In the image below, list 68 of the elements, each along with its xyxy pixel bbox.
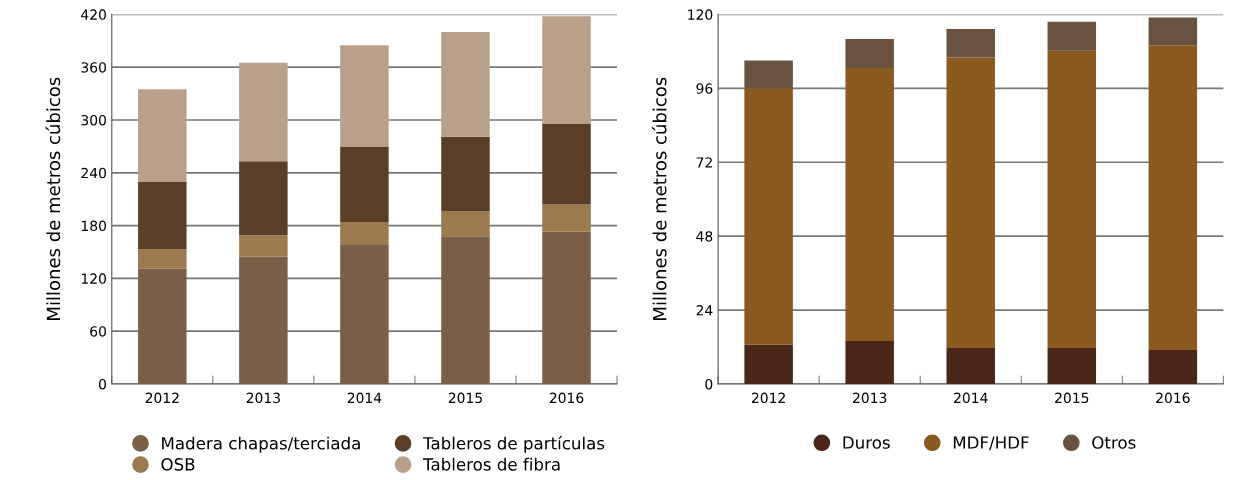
bar [340, 45, 389, 147]
x-tick-label: 2013 [853, 392, 887, 404]
bar [542, 16, 591, 124]
y-axis-title: Millones de metros cúbicos [651, 77, 667, 320]
bar [946, 347, 995, 384]
bar [138, 181, 187, 250]
bar [845, 340, 894, 384]
x-tick-label: 2012 [751, 392, 785, 404]
bar [138, 89, 187, 182]
y-tick-label: 120 [81, 273, 106, 284]
bar [1047, 347, 1097, 384]
y-tick-label: 420 [81, 9, 106, 20]
y-tick-label: 60 [90, 326, 106, 337]
bar [138, 268, 187, 384]
bar [1148, 45, 1198, 351]
y-tick-label: 0 [705, 378, 713, 390]
x-tick-label: 2016 [1156, 392, 1190, 404]
bar [744, 60, 793, 89]
bar [845, 39, 894, 68]
x-tick-label: 2012 [145, 392, 179, 404]
x-tick-label: 2014 [347, 392, 382, 404]
bar [744, 88, 793, 345]
y-tick-label: 240 [81, 167, 106, 179]
x-tick-label: 2014 [954, 392, 988, 404]
bar [239, 62, 288, 162]
bar [239, 235, 288, 257]
y-axis-title: Millones de metros cúbicos [45, 77, 61, 320]
x-tick-label: 2016 [549, 392, 584, 404]
legend-label: Tableros de fibra [423, 457, 560, 471]
bar [1148, 17, 1198, 46]
bar [542, 204, 591, 232]
bar [744, 344, 793, 384]
bar [1148, 350, 1198, 384]
legend-label: Duros [843, 436, 890, 449]
y-tick-label: 120 [688, 9, 713, 20]
legend-label: OSB [161, 458, 195, 471]
y-tick-label: 180 [81, 220, 106, 232]
bar [946, 57, 995, 348]
bar [542, 231, 591, 384]
y-tick-label: 300 [81, 114, 106, 126]
legend-label: Otros [1092, 436, 1136, 449]
legend-label: Madera chapas/terciada [162, 436, 360, 453]
bar [441, 236, 490, 384]
bar [946, 28, 995, 58]
x-tick-label: 2015 [448, 392, 482, 404]
bar [542, 123, 591, 205]
bar [239, 256, 288, 384]
y-tick-label: 24 [696, 305, 713, 316]
bar [1047, 50, 1097, 348]
bar [138, 249, 187, 269]
bar [441, 136, 490, 212]
x-tick-label: 2015 [1055, 392, 1089, 404]
bar [340, 222, 389, 245]
bar [845, 67, 894, 341]
legend-label: MDF/HDF [953, 436, 1029, 451]
y-tick-label: 96 [696, 83, 713, 94]
bar [1047, 21, 1097, 51]
bar [340, 244, 389, 384]
y-tick-label: 360 [81, 62, 106, 73]
bar [441, 211, 490, 237]
y-tick-label: 48 [696, 231, 713, 242]
bar [340, 146, 389, 223]
legend-label: Tableros de partículas [423, 435, 605, 453]
bar [239, 161, 288, 236]
bar [441, 32, 490, 137]
y-tick-label: 72 [696, 157, 712, 168]
y-tick-label: 0 [99, 378, 106, 390]
x-tick-label: 2013 [246, 392, 280, 404]
